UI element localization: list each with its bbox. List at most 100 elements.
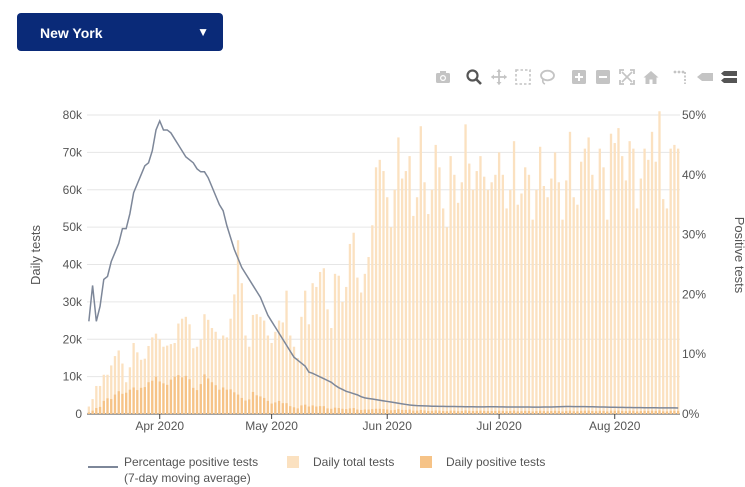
bar-positive-tests bbox=[285, 403, 288, 414]
bar-positive-tests bbox=[147, 382, 150, 414]
y-right-tick-label: 30% bbox=[682, 228, 706, 242]
bar-total-tests bbox=[386, 197, 389, 414]
spike-lines-icon[interactable] bbox=[672, 68, 690, 86]
bar-positive-tests bbox=[95, 408, 98, 414]
bar-positive-tests bbox=[587, 410, 590, 414]
bar-total-tests bbox=[673, 144, 676, 414]
bar-positive-tests bbox=[468, 410, 471, 414]
bar-positive-tests bbox=[412, 410, 415, 414]
bar-total-tests bbox=[195, 346, 199, 414]
location-select[interactable]: New York ▼ bbox=[17, 13, 223, 51]
camera-icon[interactable] bbox=[434, 68, 452, 86]
bar-total-tests bbox=[460, 182, 463, 414]
bar-total-tests bbox=[572, 197, 575, 414]
bar-positive-tests bbox=[166, 384, 169, 414]
bar-total-tests bbox=[333, 273, 337, 414]
bar-total-tests bbox=[281, 322, 284, 414]
bar-positive-tests bbox=[318, 406, 322, 414]
bar-total-tests bbox=[262, 320, 266, 414]
bar-positive-tests bbox=[550, 411, 553, 414]
y-right-tick-label: 10% bbox=[682, 347, 706, 361]
bar-total-tests bbox=[218, 339, 221, 414]
bar-positive-tests bbox=[281, 403, 284, 414]
bar-positive-tests bbox=[322, 406, 325, 414]
hover-closest-icon[interactable] bbox=[696, 68, 714, 86]
bar-positive-tests bbox=[188, 379, 191, 414]
legend-label-total: Daily total tests bbox=[313, 455, 394, 469]
autoscale-icon[interactable] bbox=[618, 68, 636, 86]
bar-positive-tests bbox=[557, 411, 560, 414]
x-tick-label: Jul 2020 bbox=[476, 419, 522, 433]
bar-positive-tests bbox=[244, 400, 247, 414]
bar-positive-tests bbox=[277, 400, 281, 414]
bars-total-tests bbox=[87, 111, 680, 415]
bar-positive-tests bbox=[419, 409, 422, 414]
bar-positive-tests bbox=[333, 407, 337, 414]
bar-total-tests bbox=[643, 148, 646, 414]
bar-positive-tests bbox=[542, 411, 546, 414]
legend-item-positivity[interactable]: Percentage positive tests (7-day moving … bbox=[88, 455, 258, 485]
bar-total-tests bbox=[151, 337, 154, 414]
bar-total-tests bbox=[363, 273, 367, 414]
zoom-icon[interactable] bbox=[465, 68, 483, 86]
bar-positive-tests bbox=[524, 410, 527, 414]
lasso-select-icon[interactable] bbox=[538, 68, 556, 86]
bar-total-tests bbox=[669, 148, 672, 414]
bar-total-tests bbox=[617, 128, 620, 415]
bar-positive-tests bbox=[113, 394, 117, 414]
bar-total-tests bbox=[374, 167, 378, 414]
bar-positive-tests bbox=[359, 409, 363, 414]
bar-total-tests bbox=[613, 143, 616, 414]
bar-positive-tests bbox=[561, 411, 564, 414]
bar-total-tests bbox=[594, 189, 598, 414]
bar-total-tests bbox=[520, 193, 523, 414]
bar-total-tests bbox=[576, 204, 579, 414]
bar-positive-tests bbox=[531, 411, 534, 414]
y-left-tick-label: 10k bbox=[63, 370, 83, 384]
zoom-in-icon[interactable] bbox=[570, 68, 588, 86]
hover-compare-icon[interactable] bbox=[720, 68, 738, 86]
bar-total-tests bbox=[203, 314, 206, 414]
bar-total-tests bbox=[147, 345, 150, 414]
bar-total-tests bbox=[565, 180, 568, 414]
bar-positive-tests bbox=[330, 408, 333, 414]
bar-total-tests bbox=[665, 208, 669, 414]
bar-total-tests bbox=[139, 359, 143, 414]
bar-positive-tests bbox=[184, 375, 187, 414]
bar-total-tests bbox=[330, 328, 333, 414]
bar-total-tests bbox=[300, 316, 303, 414]
bar-positive-tests bbox=[214, 385, 217, 414]
bar-positive-tests bbox=[125, 392, 128, 414]
bar-total-tests bbox=[251, 314, 255, 414]
bar-total-tests bbox=[98, 385, 102, 414]
bar-total-tests bbox=[587, 137, 590, 415]
bar-total-tests bbox=[438, 167, 441, 414]
legend-item-total-tests[interactable]: Daily total tests bbox=[287, 455, 394, 469]
bar-total-tests bbox=[87, 406, 91, 414]
y-right-tick-label: 50% bbox=[682, 108, 706, 122]
legend-swatch-positive bbox=[420, 456, 432, 468]
bar-total-tests bbox=[311, 283, 314, 414]
bar-positive-tests bbox=[553, 410, 557, 414]
bar-positive-tests bbox=[128, 389, 132, 414]
bar-positive-tests bbox=[486, 411, 490, 414]
bars-positive-tests bbox=[87, 374, 680, 414]
bar-total-tests bbox=[628, 141, 631, 414]
pan-icon[interactable] bbox=[490, 68, 508, 86]
bar-total-tests bbox=[341, 301, 344, 414]
bar-positive-tests bbox=[233, 392, 236, 414]
y-axis-left-title: Daily tests bbox=[28, 225, 43, 285]
bar-total-tests bbox=[561, 219, 564, 414]
bar-positive-tests bbox=[221, 387, 225, 414]
bar-total-tests bbox=[632, 148, 635, 414]
box-select-icon[interactable] bbox=[514, 68, 532, 86]
bar-positive-tests bbox=[479, 410, 482, 414]
bar-total-tests bbox=[244, 335, 247, 414]
legend-item-positive-tests[interactable]: Daily positive tests bbox=[420, 455, 545, 469]
bar-positive-tests bbox=[565, 411, 568, 414]
zoom-out-icon[interactable] bbox=[594, 68, 612, 86]
reset-axes-icon[interactable] bbox=[642, 68, 660, 86]
bar-positive-tests bbox=[337, 408, 340, 414]
x-tick-label: Apr 2020 bbox=[135, 419, 184, 433]
